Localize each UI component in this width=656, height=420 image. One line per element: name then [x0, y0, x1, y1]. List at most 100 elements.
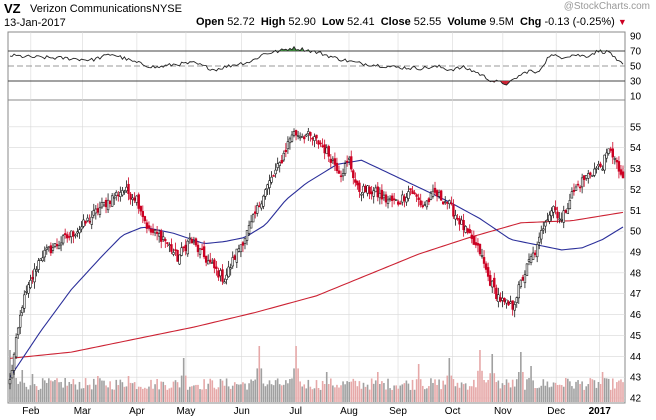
candle-body — [358, 182, 361, 192]
volume-bar — [315, 380, 318, 402]
candle-body — [168, 244, 171, 246]
volume-bar — [172, 381, 175, 402]
month-tick-label: Apr — [129, 406, 145, 417]
candle-body — [86, 217, 89, 221]
volume-bar — [462, 384, 465, 402]
candle-body — [102, 202, 106, 206]
volume-bar — [70, 384, 73, 402]
candle-body — [364, 185, 367, 193]
candle-body — [525, 263, 529, 276]
rsi-tick-label: 10 — [630, 92, 642, 103]
candle-body — [601, 168, 604, 171]
volume-bar — [381, 381, 383, 402]
candle-body — [464, 226, 467, 233]
candle-body — [370, 191, 373, 195]
volume-bar — [148, 386, 150, 402]
volume-bar — [152, 388, 154, 402]
date-label: 13-Jan-2017 — [4, 17, 66, 29]
price-tick-label: 44 — [630, 352, 642, 363]
candle-body — [466, 228, 469, 233]
candle-body — [582, 175, 586, 180]
candle-body — [519, 279, 523, 288]
candle-body — [397, 201, 400, 205]
candle-body — [566, 207, 570, 215]
candle-body — [55, 244, 59, 247]
volume-bar — [231, 385, 234, 402]
volume-bar — [585, 386, 588, 402]
volume-bar — [68, 381, 71, 402]
volume-bar — [280, 385, 283, 402]
volume-bar — [385, 389, 387, 402]
candle-body — [125, 186, 128, 192]
volume-bar — [74, 384, 77, 402]
candle-body — [362, 185, 365, 194]
candle-body — [192, 241, 196, 244]
volume-bar — [468, 386, 471, 402]
volume-bar — [405, 380, 408, 402]
candle-body — [78, 229, 81, 234]
volume-bar — [27, 389, 30, 402]
price-tick-label: 47 — [630, 289, 642, 300]
volume-bar — [176, 382, 179, 402]
volume-bar — [297, 368, 299, 402]
volume-bar — [182, 358, 185, 402]
volume-bar — [17, 383, 19, 402]
volume-bar — [616, 382, 618, 402]
candle-body — [613, 158, 617, 160]
volume-bar — [166, 389, 169, 402]
volume-bar — [419, 379, 422, 402]
volume-bar — [466, 389, 469, 402]
candle-body — [411, 190, 414, 194]
candle-body — [290, 134, 294, 142]
volume-bar — [203, 379, 205, 402]
candle-body — [219, 270, 222, 277]
volume-bar — [509, 387, 512, 402]
candle-body — [176, 249, 179, 262]
candle-body — [450, 202, 453, 205]
candle-body — [552, 206, 555, 213]
candle-body — [72, 231, 75, 237]
volume-bar — [195, 384, 197, 402]
candle-body — [231, 257, 234, 267]
candle-body — [184, 244, 187, 252]
candle-body — [162, 236, 165, 240]
volume-bar — [62, 387, 64, 402]
volume-bar — [362, 382, 365, 402]
candle-body — [49, 245, 53, 254]
candle-body — [368, 186, 371, 195]
volume-bar — [473, 379, 475, 402]
volume-bar — [154, 384, 156, 402]
candle-body — [143, 216, 147, 222]
volume-bar — [260, 368, 263, 402]
volume-bar — [121, 382, 124, 402]
price-tick-label: 53 — [630, 164, 642, 175]
month-tick-label: Oct — [445, 406, 461, 417]
candle-body — [74, 234, 77, 237]
month-tick-label: Jun — [234, 406, 250, 417]
volume-bar — [366, 384, 369, 402]
candle-body — [554, 207, 557, 211]
candle-body — [41, 257, 44, 262]
candle-body — [335, 162, 339, 171]
volume-bar — [48, 378, 50, 402]
volume-bar — [440, 389, 442, 402]
volume-bar — [493, 373, 496, 402]
month-tick-label: Nov — [494, 406, 512, 417]
volume-bar — [244, 383, 246, 402]
candle-body — [108, 200, 112, 204]
price-panel-frame — [7, 99, 626, 404]
candle-body — [352, 170, 355, 179]
volume-bar — [219, 378, 222, 402]
volume-bar — [162, 381, 165, 402]
volume-bar — [168, 388, 171, 402]
candle-body — [390, 195, 394, 201]
volume-bar — [105, 385, 107, 402]
candle-body — [507, 301, 510, 306]
volume-bar — [23, 382, 26, 402]
candle-body — [329, 158, 333, 163]
candle-body — [388, 197, 392, 200]
candle-body — [619, 169, 623, 175]
candle-body — [493, 277, 496, 288]
volume-bar — [207, 383, 210, 402]
volume-bar — [238, 384, 240, 402]
